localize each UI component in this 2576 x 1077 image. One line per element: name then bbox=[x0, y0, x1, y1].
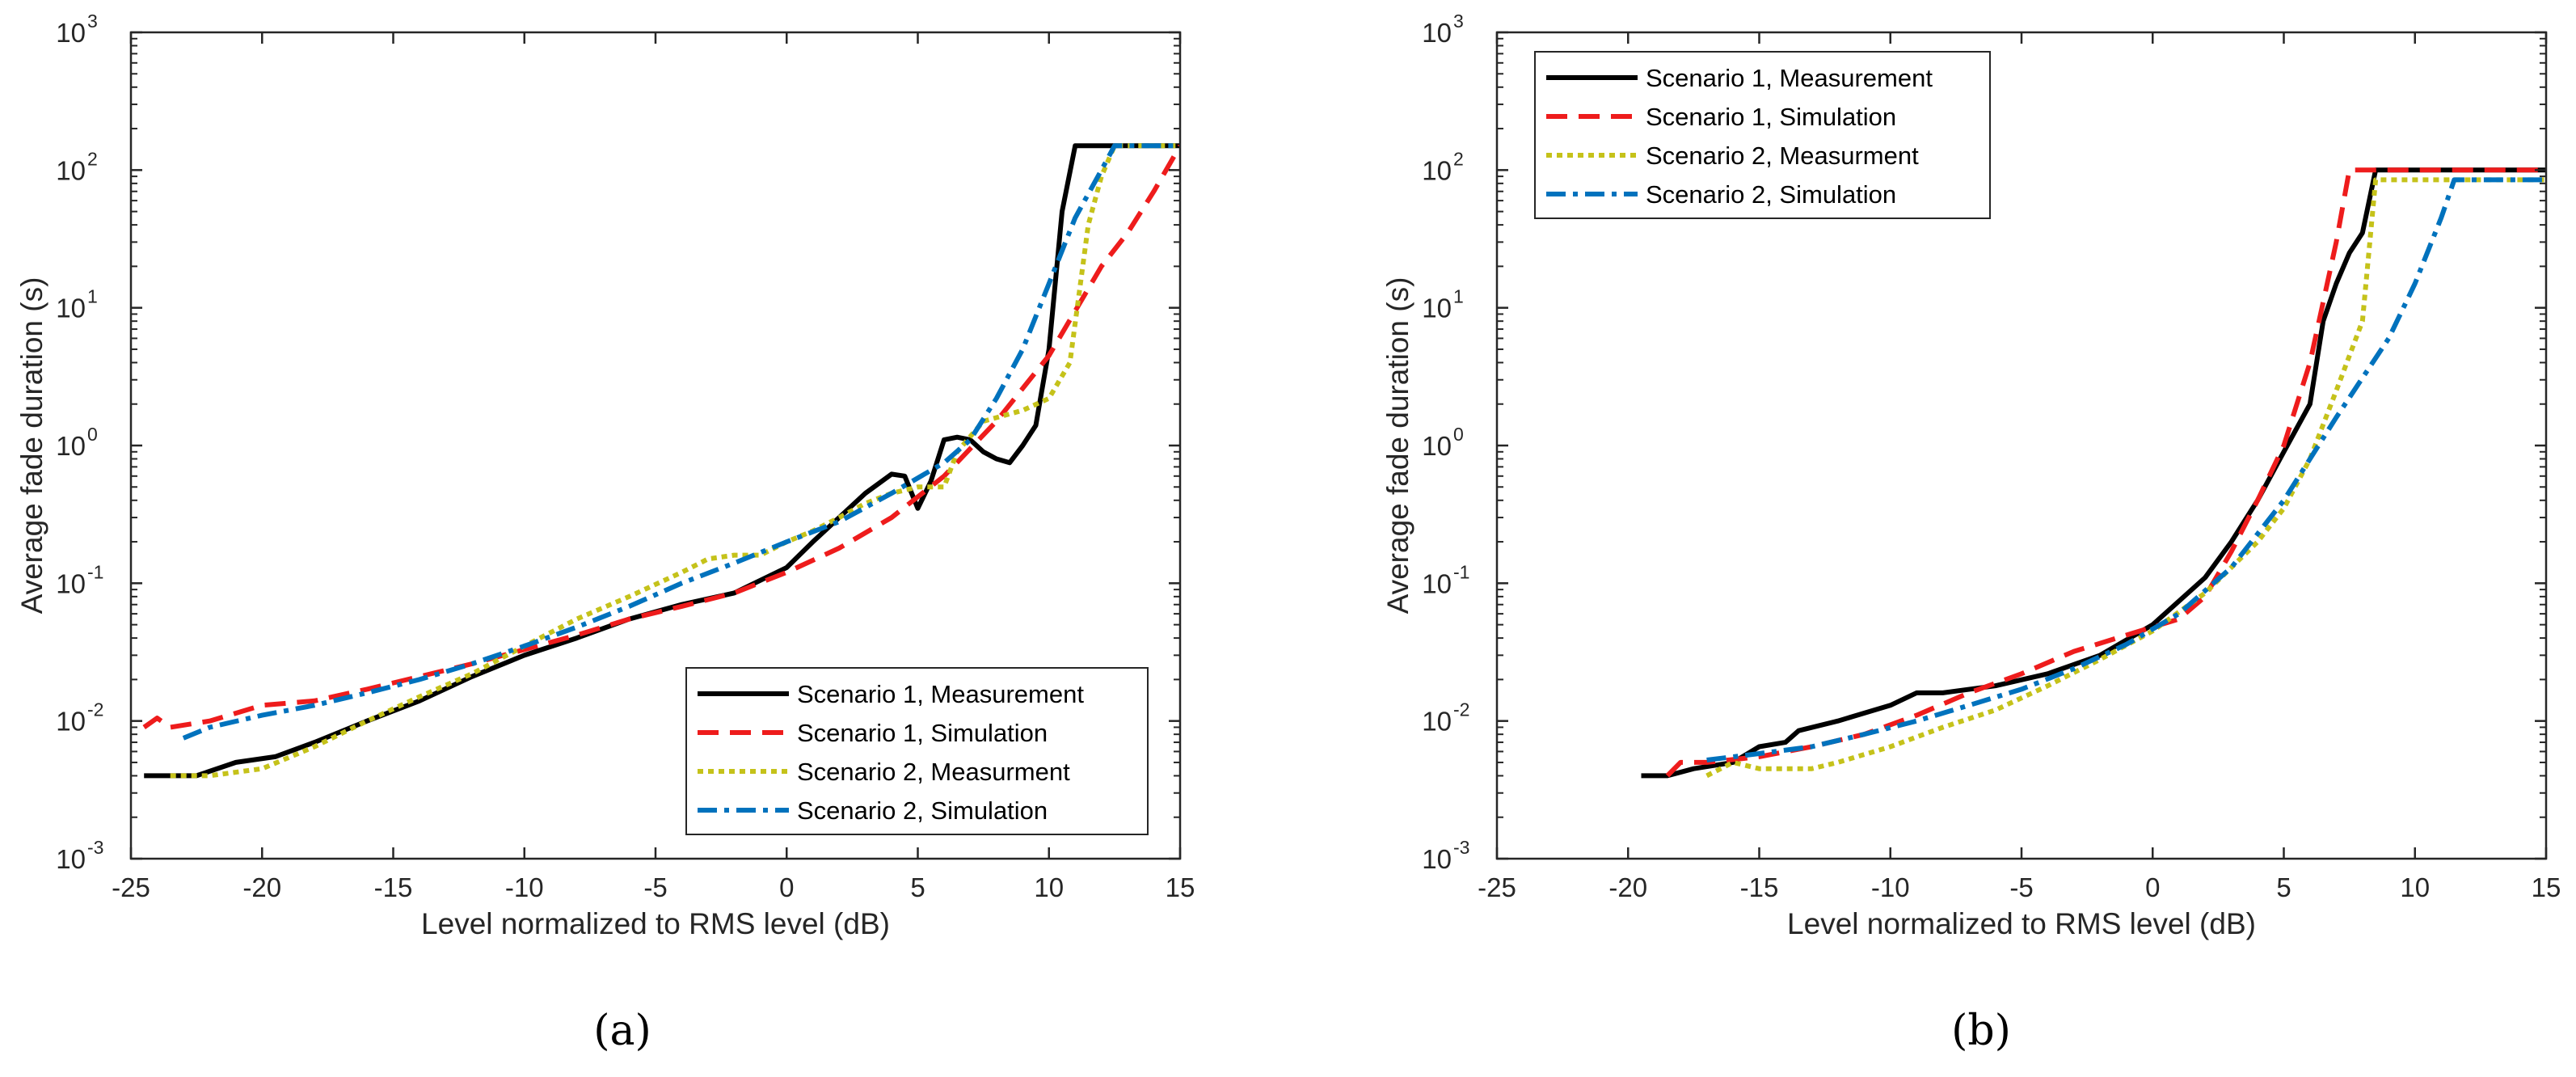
series-line-4 bbox=[1706, 177, 2546, 762]
series-line-3 bbox=[170, 143, 1180, 779]
x-tick-label: -25 bbox=[1478, 872, 1516, 902]
y-tick-label: 10 bbox=[1422, 294, 1452, 323]
series-line-3 bbox=[1705, 177, 2546, 779]
y-tick-exponent: 1 bbox=[1453, 286, 1464, 307]
x-tick-label: -5 bbox=[643, 872, 667, 902]
x-tick-label: 15 bbox=[2532, 872, 2561, 902]
y-tick-exponent: -2 bbox=[87, 699, 103, 720]
y-tick-exponent: 3 bbox=[87, 11, 98, 32]
y-tick-label: 10 bbox=[1422, 18, 1452, 48]
legend-entry-3: Scenario 2, Measurment bbox=[1646, 141, 1919, 170]
x-tick-label: -5 bbox=[2009, 872, 2033, 902]
x-tick-label: 5 bbox=[2276, 872, 2291, 902]
legend-entry-2: Scenario 1, Simulation bbox=[1646, 103, 1896, 131]
y-axis-label: Average fade duration (s) bbox=[15, 277, 48, 615]
x-tick-label: 10 bbox=[2400, 872, 2430, 902]
y-tick-label: 10 bbox=[56, 18, 86, 48]
y-tick-label: 10 bbox=[56, 431, 86, 461]
series-line-2 bbox=[142, 144, 1180, 730]
y-tick-exponent: 1 bbox=[87, 286, 98, 307]
legend-entry-1: Scenario 1, Measurement bbox=[797, 680, 1084, 708]
x-tick-label: -25 bbox=[112, 872, 150, 902]
legend-entry-2: Scenario 1, Simulation bbox=[797, 719, 1048, 747]
x-axis-label: Level normalized to RMS level (dB) bbox=[421, 907, 890, 940]
x-tick-label: -20 bbox=[1608, 872, 1647, 902]
y-tick-exponent: 2 bbox=[1453, 148, 1464, 169]
legend-entry-4: Scenario 2, Simulation bbox=[797, 796, 1048, 825]
x-tick-label: -10 bbox=[1871, 872, 1910, 902]
y-tick-label: 10 bbox=[56, 294, 86, 323]
x-tick-label: 10 bbox=[1034, 872, 1064, 902]
y-tick-exponent: -1 bbox=[1453, 561, 1469, 582]
y-tick-exponent: -3 bbox=[1453, 837, 1469, 858]
y-tick-label: 10 bbox=[1422, 844, 1452, 874]
x-axis-label: Level normalized to RMS level (dB) bbox=[1787, 907, 2256, 940]
chart-caption: (b) bbox=[1951, 1007, 2011, 1055]
y-tick-exponent: 2 bbox=[87, 148, 98, 169]
y-tick-exponent: 3 bbox=[1453, 11, 1464, 32]
y-tick-label: 10 bbox=[1422, 568, 1452, 598]
legend-entry-4: Scenario 2, Simulation bbox=[1646, 180, 1896, 209]
chart-caption: (a) bbox=[593, 1007, 651, 1055]
legend-entry-3: Scenario 2, Measurment bbox=[797, 758, 1070, 786]
y-tick-exponent: 0 bbox=[1453, 424, 1464, 445]
y-tick-label: 10 bbox=[56, 707, 86, 737]
y-tick-label: 10 bbox=[1422, 155, 1452, 185]
y-tick-label: 10 bbox=[1422, 431, 1452, 461]
series-line-1 bbox=[1641, 167, 2546, 779]
y-tick-exponent: -3 bbox=[87, 837, 103, 858]
y-tick-label: 10 bbox=[56, 568, 86, 598]
y-tick-exponent: 0 bbox=[87, 424, 98, 445]
x-tick-label: 15 bbox=[1166, 872, 1195, 902]
x-tick-label: 0 bbox=[2145, 872, 2160, 902]
y-tick-exponent: -1 bbox=[87, 561, 103, 582]
x-tick-label: -15 bbox=[374, 872, 413, 902]
x-tick-label: 5 bbox=[910, 872, 925, 902]
y-tick-label: 10 bbox=[56, 844, 86, 874]
y-axis-label: Average fade duration (s) bbox=[1381, 277, 1414, 615]
x-tick-label: -20 bbox=[242, 872, 281, 902]
legend-entry-1: Scenario 1, Measurement bbox=[1646, 64, 1933, 92]
y-tick-exponent: -2 bbox=[1453, 699, 1469, 720]
x-tick-label: -15 bbox=[1740, 872, 1779, 902]
x-tick-label: -10 bbox=[505, 872, 544, 902]
y-tick-label: 10 bbox=[56, 155, 86, 185]
series-line-2 bbox=[1665, 167, 2546, 778]
y-tick-label: 10 bbox=[1422, 707, 1452, 737]
x-tick-label: 0 bbox=[779, 872, 794, 902]
